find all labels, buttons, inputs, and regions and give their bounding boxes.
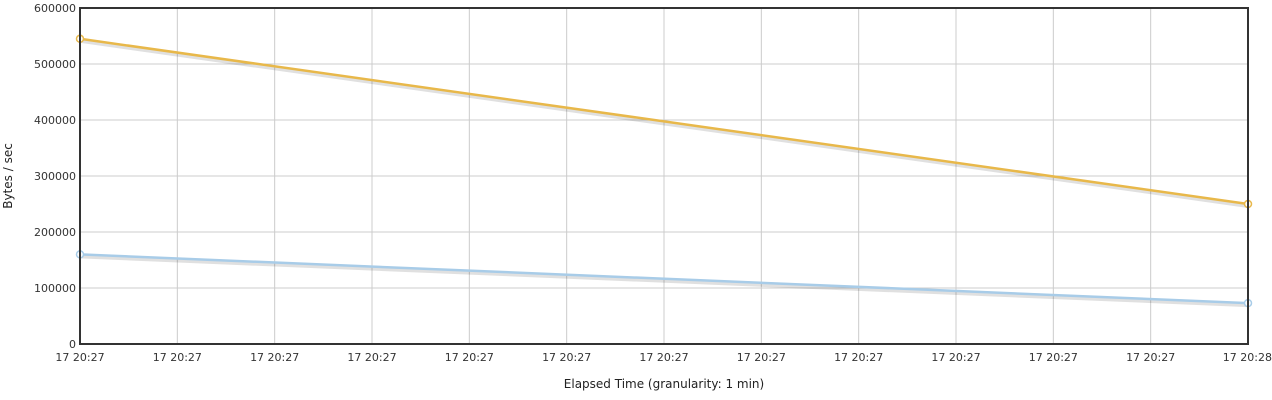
- x-tick-label: 17 20:27: [445, 351, 494, 364]
- series-line-2: [79, 253, 1249, 305]
- y-tick-label: 300000: [34, 170, 76, 183]
- x-tick-label: 17 20:28: [1223, 351, 1272, 364]
- x-axis-title: Elapsed Time (granularity: 1 min): [564, 377, 764, 391]
- x-tick-label: 17 20:27: [834, 351, 883, 364]
- series-layer: [75, 34, 1253, 308]
- x-tick-label: 17 20:27: [153, 351, 202, 364]
- x-axis-ticks: 17 20:27 17 20:27 17 20:27 17 20:27 17 20:27…: [55, 351, 1272, 364]
- y-tick-label: 600000: [34, 2, 76, 15]
- y-tick-label: 0: [69, 338, 76, 351]
- x-tick-label: 17 20:27: [1029, 351, 1078, 364]
- y-tick-label: 500000: [34, 58, 76, 71]
- x-tick-label: 17 20:27: [542, 351, 591, 364]
- y-axis-title: Bytes / sec: [1, 143, 15, 209]
- x-tick-label: 17 20:27: [55, 351, 104, 364]
- series-line-1: [79, 37, 1249, 206]
- x-tick-label: 17 20:27: [1126, 351, 1175, 364]
- y-tick-label: 200000: [34, 226, 76, 239]
- x-tick-label: 17 20:27: [737, 351, 786, 364]
- grid: [79, 7, 1249, 345]
- series-line-shadow: [79, 254, 1249, 308]
- y-tick-label: 100000: [34, 282, 76, 295]
- x-tick-label: 17 20:27: [931, 351, 980, 364]
- y-axis-ticks: 0 100000 200000 300000 400000 500000 600000: [34, 2, 76, 351]
- x-tick-label: 17 20:27: [250, 351, 299, 364]
- series-line-shadow: [79, 38, 1249, 208]
- y-tick-label: 400000: [34, 114, 76, 127]
- plot-frame: [79, 7, 1249, 345]
- x-tick-label: 17 20:27: [347, 351, 396, 364]
- x-tick-label: 17 20:27: [639, 351, 688, 364]
